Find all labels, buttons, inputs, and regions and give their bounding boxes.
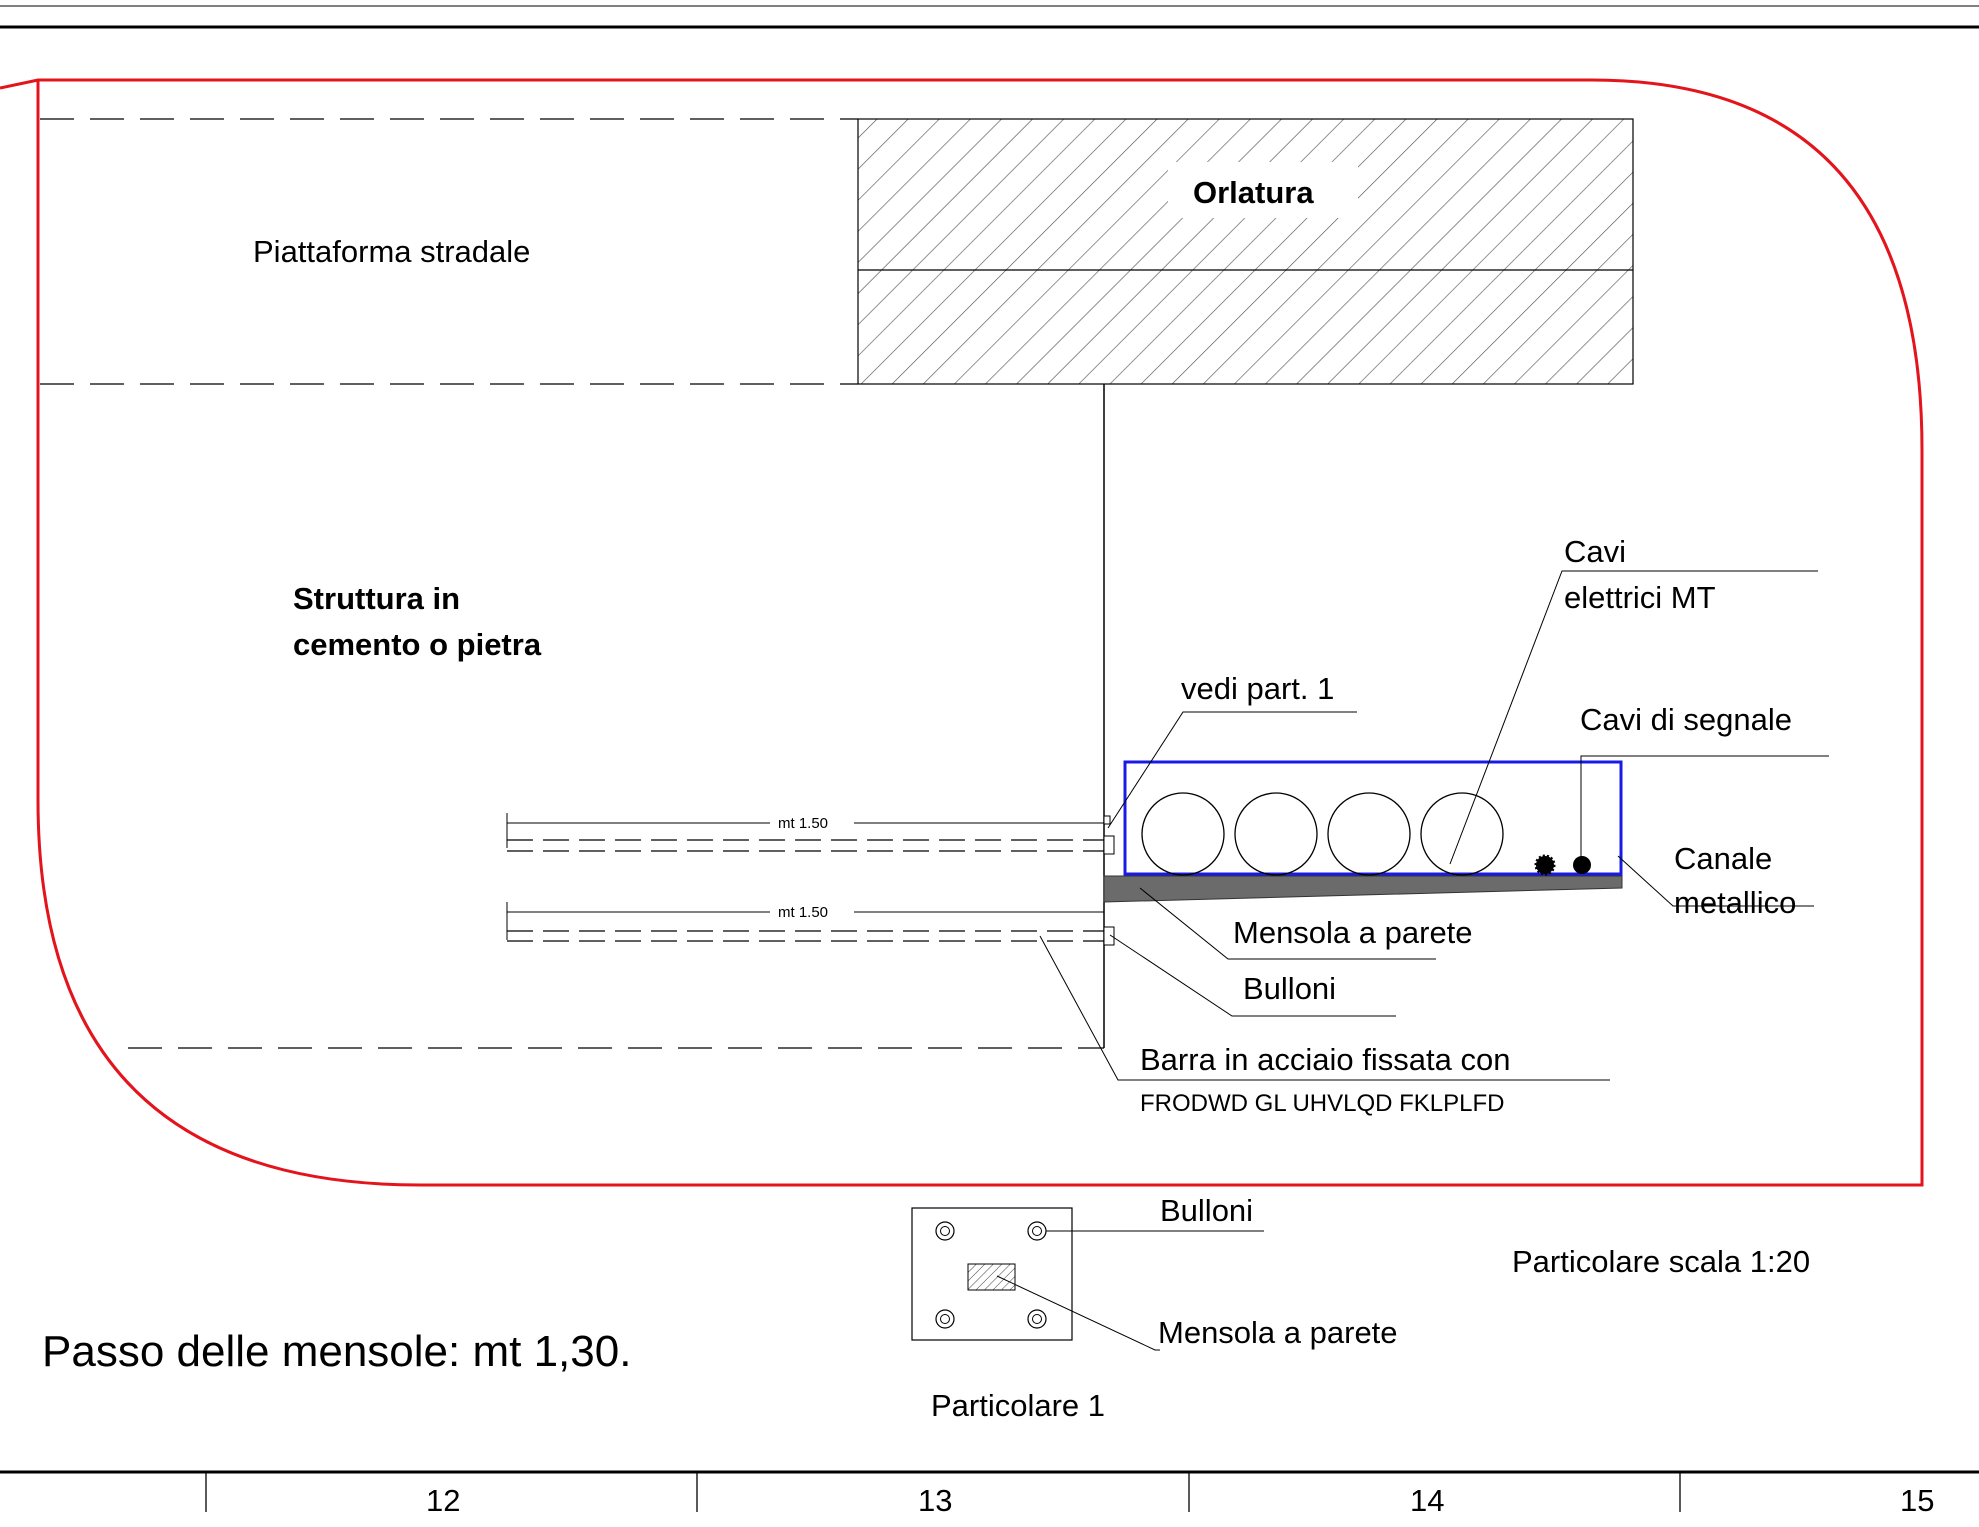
- anchor-bar-lower: [506, 902, 1115, 946]
- steel-bar-label-line2: FRODWD GL UHVLQD FKLPLFD: [1140, 1090, 1505, 1117]
- anchor-bar-upper: [506, 813, 1115, 855]
- mt-cable-1: [1141, 792, 1225, 876]
- detail-bracket-section: [967, 1263, 1016, 1291]
- dim-label-lower: mt 1.50: [778, 904, 828, 921]
- channel-label-line1: Canale: [1674, 841, 1772, 876]
- detail-bolt-bottom-left: [935, 1309, 955, 1329]
- detail-bolt-top-left: [935, 1221, 955, 1241]
- mt-cables-label-line2: elettrici MT: [1564, 580, 1716, 615]
- signal-cables-label: Cavi di segnale: [1580, 702, 1792, 737]
- ruler-label-15: 15: [1900, 1483, 1934, 1518]
- signal-cable-1: [1534, 854, 1556, 876]
- orlatura-label: Orlatura: [1193, 175, 1314, 210]
- bracket-label: Mensola a parete: [1233, 915, 1473, 950]
- detail-title: Particolare 1: [931, 1388, 1105, 1423]
- mt-cable-2: [1234, 792, 1318, 876]
- scale-note: Particolare scala 1:20: [1512, 1244, 1810, 1279]
- mt-cable-4: [1420, 792, 1504, 876]
- curb-label-mask: [1168, 162, 1358, 218]
- bracket-spacing-note: Passo delle mensole: mt 1,30.: [42, 1327, 631, 1376]
- ruler-label-12: 12: [426, 1483, 460, 1518]
- road-platform-label: Piattaforma stradale: [253, 234, 530, 269]
- structure-label-line2: cemento o pietra: [293, 627, 542, 662]
- detail-bolts-label: Bulloni: [1160, 1193, 1253, 1228]
- see-detail-label: vedi part. 1: [1181, 671, 1334, 706]
- detail-bolt-bottom-right: [1027, 1309, 1047, 1329]
- wall-bracket: [1103, 875, 1623, 903]
- steel-bar-label-line1: Barra in acciaio fissata con: [1140, 1042, 1510, 1077]
- detail-boundary: [0, 78, 1924, 1187]
- channel-label-line2: metallico: [1674, 885, 1796, 920]
- ruler-ticks: [205, 1472, 1681, 1512]
- mt-cables-label-line1: Cavi: [1564, 534, 1626, 569]
- structure-label-line1: Struttura in: [293, 581, 460, 616]
- bolts-label: Bulloni: [1243, 971, 1336, 1006]
- ruler-label-14: 14: [1410, 1483, 1444, 1518]
- dim-label-upper: mt 1.50: [778, 815, 828, 832]
- ruler-label-13: 13: [918, 1483, 952, 1518]
- mt-cable-3: [1327, 792, 1411, 876]
- signal-cable-2: [1573, 856, 1591, 874]
- detail-bracket-label: Mensola a parete: [1158, 1315, 1398, 1350]
- curb-block: [857, 118, 1634, 385]
- metal-cable-channel: [1123, 760, 1623, 876]
- leader-lines: [1039, 570, 1829, 1081]
- detail-leader-lines: [996, 1230, 1264, 1351]
